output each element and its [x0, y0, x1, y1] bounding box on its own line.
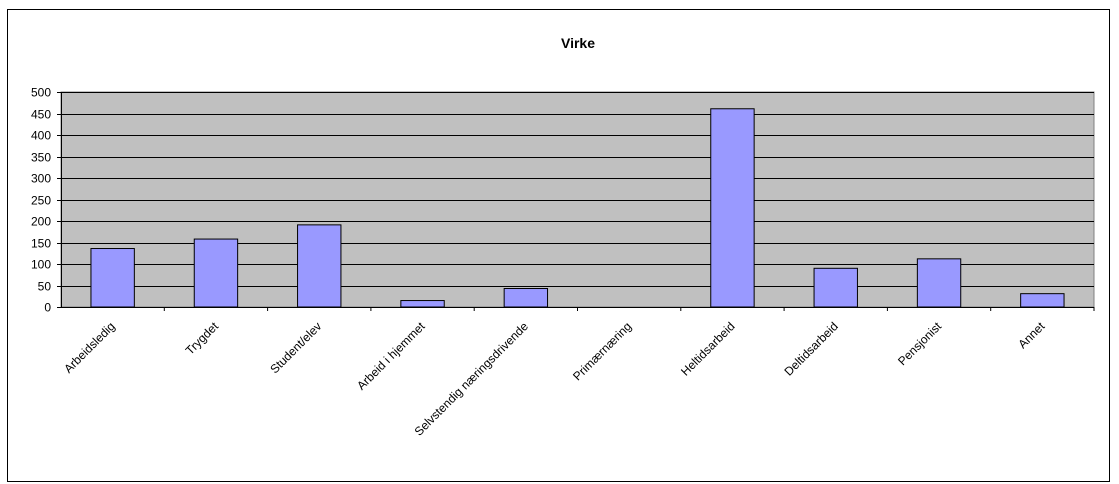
y-tick-label: 500	[31, 86, 51, 100]
bar	[193, 238, 239, 308]
bar	[503, 288, 549, 308]
bar	[297, 224, 342, 308]
y-tick-label: 200	[31, 215, 51, 229]
x-tick-label: Heltidsarbeid	[678, 319, 737, 378]
y-tick-label: 450	[31, 108, 51, 122]
bar	[916, 258, 962, 308]
y-tick-label: 0	[44, 301, 51, 315]
y-tick-label: 400	[31, 129, 51, 143]
x-tick-label: Student/elev	[267, 319, 324, 376]
x-axis: Arbeidsledig Trygdet Student/elev Arbeid i …	[61, 307, 1095, 439]
bar	[1020, 293, 1065, 308]
bar	[813, 267, 858, 308]
y-tick-label: 250	[31, 194, 51, 208]
x-tick-label: Deltidsarbeid	[781, 319, 840, 378]
y-tick-label: 300	[31, 172, 51, 186]
y-tick-label: 100	[31, 258, 51, 272]
chart-title: Virke	[561, 35, 595, 51]
bar	[400, 300, 445, 308]
bar	[90, 248, 135, 308]
x-tick-label: Selvstendig næringsdrivende	[412, 319, 532, 439]
bar-series	[90, 108, 1065, 308]
x-tick-label: Primærnæring	[570, 319, 634, 383]
x-tick-label: Annet	[1015, 319, 1048, 352]
x-tick-label: Trygdet	[183, 319, 222, 358]
x-tick-label: Arbeid i hjemmet	[354, 319, 428, 393]
y-tick-label: 150	[31, 237, 51, 251]
y-tick-label: 350	[31, 151, 51, 165]
y-tick-label: 50	[38, 280, 52, 294]
x-tick-label: Pensjonist	[895, 319, 945, 369]
x-tick-label: Arbeidsledig	[61, 319, 118, 376]
bar	[710, 108, 755, 308]
